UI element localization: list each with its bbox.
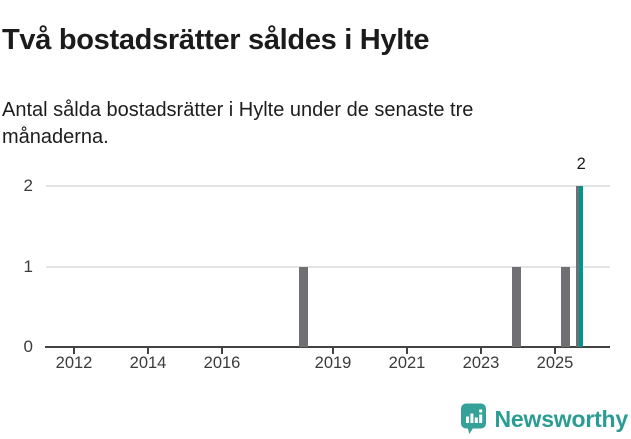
bar-chart-speech-bubble-icon	[460, 403, 487, 435]
x-axis-label: 2021	[388, 354, 426, 372]
brand-wordmark: Newsworthy	[494, 405, 629, 432]
bar	[305, 266, 309, 347]
bar	[518, 266, 521, 347]
bar-value-label: 2	[576, 155, 586, 174]
x-axis-tick	[73, 348, 75, 354]
x-axis-label: 2016	[203, 354, 241, 372]
y-axis-label: 0	[23, 337, 33, 356]
x-axis-tick	[221, 348, 223, 354]
y-axis-label: 1	[23, 256, 33, 276]
x-axis-tick	[332, 348, 334, 354]
x-axis-label: 2025	[536, 354, 574, 372]
chart-title: Två bostadsrätter såldes i Hylte	[2, 24, 430, 57]
chart-subtitle: Antal sålda bostadsrätter i Hylte under …	[2, 99, 474, 148]
x-axis-label: 2023	[462, 354, 500, 372]
x-axis-tick	[147, 348, 149, 354]
x-axis-label: 2012	[55, 354, 93, 372]
bar	[564, 266, 568, 347]
gridline	[46, 265, 610, 268]
y-axis-label: 2	[23, 176, 33, 196]
gridline	[46, 185, 610, 188]
x-axis-label: 2019	[314, 354, 352, 372]
bar	[561, 266, 565, 347]
highlight-bar	[579, 186, 584, 347]
bar	[576, 186, 581, 347]
bar	[511, 266, 515, 347]
bar	[515, 266, 518, 347]
bar	[302, 266, 306, 347]
bar	[299, 266, 303, 347]
x-axis-tick	[554, 348, 556, 354]
x-axis-line	[45, 346, 610, 348]
x-axis-tick	[480, 348, 482, 354]
newsworthy-logo[interactable]: Newsworthy	[460, 401, 628, 437]
x-axis-tick	[406, 348, 408, 354]
bar	[567, 266, 571, 347]
x-axis-label: 2014	[129, 354, 167, 372]
